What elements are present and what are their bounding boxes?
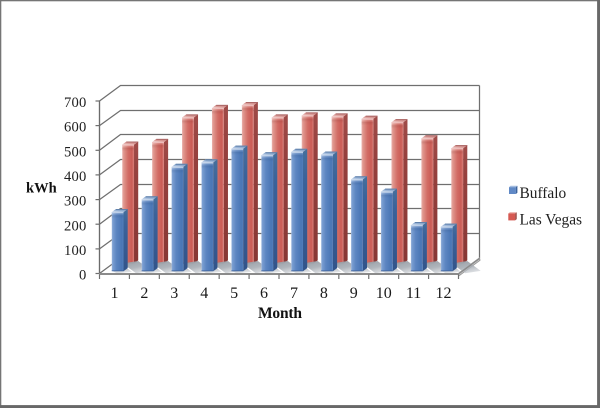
- svg-text:4: 4: [200, 285, 208, 302]
- svg-text:0: 0: [79, 268, 87, 284]
- svg-text:700: 700: [64, 95, 87, 111]
- svg-text:9: 9: [350, 285, 358, 302]
- svg-text:6: 6: [260, 285, 268, 302]
- svg-text:3: 3: [170, 285, 178, 302]
- svg-text:11: 11: [406, 285, 421, 302]
- svg-text:200: 200: [64, 218, 87, 234]
- svg-text:400: 400: [64, 169, 87, 185]
- svg-text:1: 1: [111, 285, 119, 302]
- svg-text:Month: Month: [258, 305, 302, 322]
- svg-text:Las Vegas: Las Vegas: [520, 211, 583, 228]
- svg-text:Buffalo: Buffalo: [520, 185, 567, 202]
- svg-text:7: 7: [290, 285, 298, 302]
- svg-text:500: 500: [64, 144, 87, 160]
- svg-text:100: 100: [64, 243, 87, 259]
- svg-text:300: 300: [64, 194, 87, 210]
- svg-text:10: 10: [376, 285, 392, 302]
- svg-text:600: 600: [64, 120, 87, 136]
- svg-text:5: 5: [230, 285, 238, 302]
- svg-text:2: 2: [140, 285, 148, 302]
- svg-text:12: 12: [436, 285, 452, 302]
- svg-text:8: 8: [320, 285, 328, 302]
- svg-text:kWh: kWh: [26, 181, 57, 197]
